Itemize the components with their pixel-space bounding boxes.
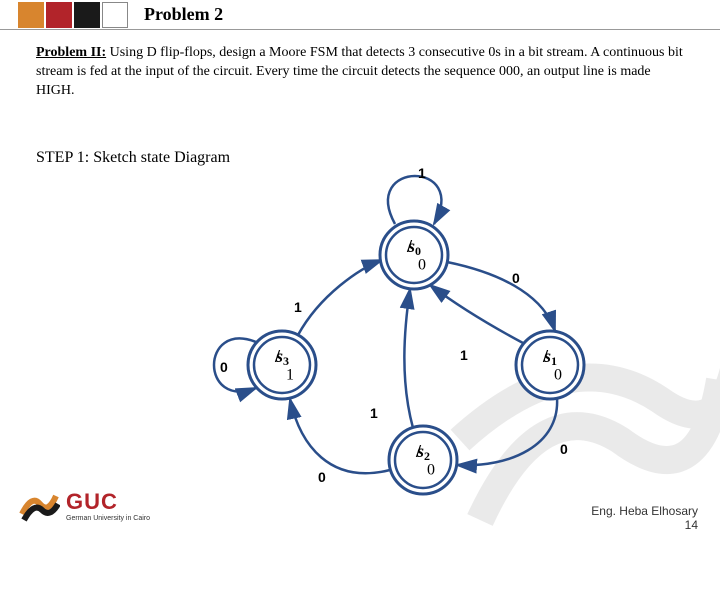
edge-s0-s1 xyxy=(447,262,555,331)
edge-label-s1_s0: 1 xyxy=(460,347,468,363)
edge-label-s3_self: 0 xyxy=(220,359,228,375)
state-s1: s1/ 0 xyxy=(516,331,584,399)
svg-text:0: 0 xyxy=(427,462,435,479)
edge-label-s2_s3: 0 xyxy=(318,469,326,485)
edge-label-s0_s1: 0 xyxy=(512,270,520,286)
watermark-icon xyxy=(420,240,720,600)
logo-text-sub: German University in Cairo xyxy=(66,515,150,522)
edge-s2-s0 xyxy=(404,289,413,428)
guc-logo-icon xyxy=(18,484,60,526)
page-number: 14 xyxy=(591,518,698,532)
svg-text:s1/: s1/ xyxy=(542,346,557,368)
problem-body: Using D flip-flops, design a Moore FSM t… xyxy=(36,45,683,98)
edge-s3-self xyxy=(214,339,256,392)
svg-text:s0/: s0/ xyxy=(406,236,421,258)
color-block xyxy=(74,2,100,28)
slide-content: Problem II: Using D flip-flops, design a… xyxy=(0,30,720,167)
author-name: Eng. Heba Elhosary xyxy=(591,504,698,518)
edge-s1-s0 xyxy=(430,285,523,343)
svg-text:1: 1 xyxy=(286,367,294,384)
footer-author: Eng. Heba Elhosary 14 xyxy=(591,504,698,532)
edge-s3-s0 xyxy=(298,260,382,335)
state-s0: s0/ 0 xyxy=(380,221,448,289)
edge-label-s1_s2: 0 xyxy=(560,441,568,457)
edge-label-s3_s0: 1 xyxy=(294,299,302,315)
state-s3: s3/ 1 xyxy=(248,331,316,399)
slide-header: Problem 2 xyxy=(0,0,720,30)
edge-s2-s3 xyxy=(290,399,390,473)
svg-text:0: 0 xyxy=(418,257,426,274)
svg-text:0: 0 xyxy=(554,367,562,384)
svg-text:s3/: s3/ xyxy=(274,346,289,368)
svg-text:s2/: s2/ xyxy=(415,441,430,463)
slide-title: Problem 2 xyxy=(144,4,223,25)
guc-logo: GUC German University in Cairo xyxy=(18,484,150,526)
edge-labels: 1 0 1 0 1 0 1 0 xyxy=(220,165,568,485)
logo-text-main: GUC xyxy=(66,489,150,515)
edge-label-s0_self: 1 xyxy=(418,165,426,181)
step-label: STEP 1: Sketch state Diagram xyxy=(36,149,690,167)
color-block xyxy=(18,2,44,28)
color-block xyxy=(102,2,128,28)
edge-label-s2_s0: 1 xyxy=(370,405,378,421)
state-s2: s2/ 0 xyxy=(389,426,457,494)
problem-prefix: Problem II: xyxy=(36,45,106,60)
color-block xyxy=(46,2,72,28)
edge-s0-self xyxy=(388,176,441,224)
problem-statement: Problem II: Using D flip-flops, design a… xyxy=(36,44,690,101)
header-color-blocks xyxy=(18,2,130,28)
edge-s1-s2 xyxy=(457,398,557,465)
